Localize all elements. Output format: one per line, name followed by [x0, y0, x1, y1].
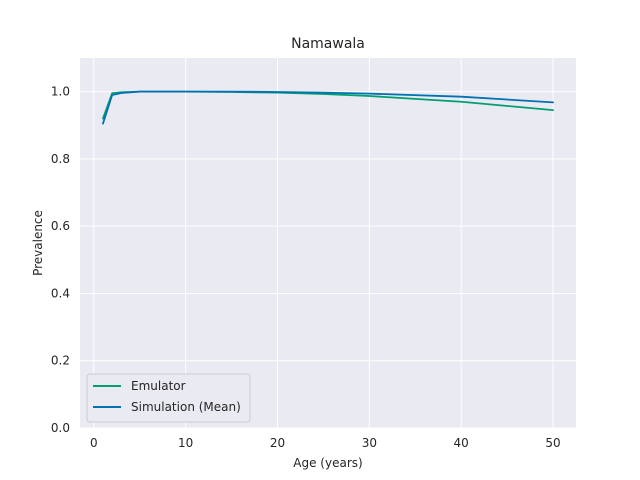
y-tick-label: 0.0 — [51, 421, 70, 435]
y-tick-label: 0.8 — [51, 152, 70, 166]
x-tick-label: 20 — [270, 436, 285, 450]
legend-box — [86, 373, 251, 423]
x-tick-label: 50 — [545, 436, 560, 450]
y-tick-label: 0.2 — [51, 354, 70, 368]
chart-title: Namawala — [291, 36, 365, 52]
legend: Emulator Simulation (Mean) — [86, 373, 251, 423]
y-tick-label: 0.6 — [51, 219, 70, 233]
legend-label-emulator: Emulator — [131, 379, 186, 393]
plot-area — [80, 58, 576, 428]
series-line-simulation — [102, 90, 554, 125]
x-tick-label: 40 — [454, 436, 469, 450]
series-layer — [102, 90, 554, 125]
legend-label-simulation: Simulation (Mean) — [131, 400, 241, 414]
y-tick-label: 1.0 — [51, 85, 70, 99]
x-tick-label: 30 — [362, 436, 377, 450]
tick-labels: 0 10 20 30 40 50 0.0 0.2 0.4 0.6 0.8 1.0 — [51, 85, 561, 450]
x-tick-label: 10 — [178, 436, 193, 450]
x-axis-label: Age (years) — [293, 456, 362, 470]
y-tick-label: 0.4 — [51, 286, 70, 300]
x-tick-label: 0 — [90, 436, 98, 450]
y-axis-label: Prevalence — [31, 210, 45, 276]
